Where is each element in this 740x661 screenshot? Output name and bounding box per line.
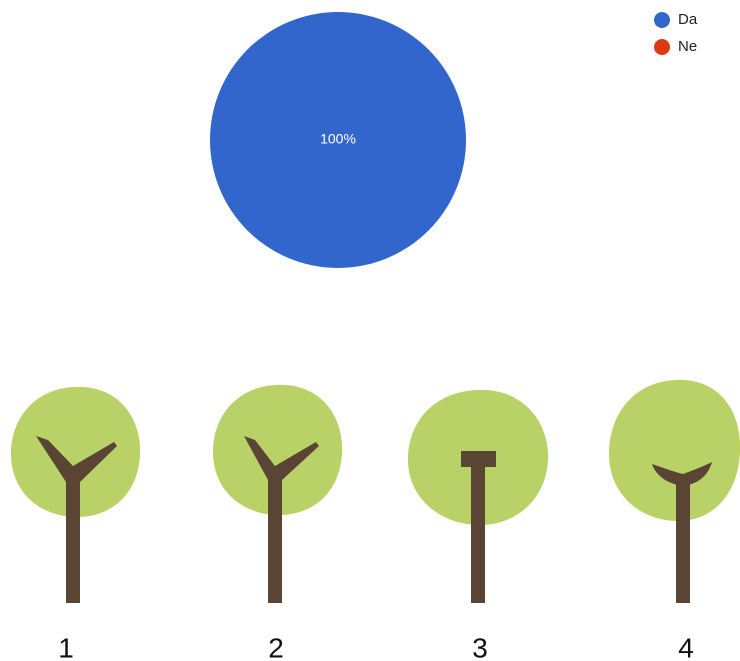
tree-trunk	[471, 462, 485, 603]
slice-label: 100%	[320, 131, 356, 147]
tree-cup	[652, 462, 712, 486]
figure-label: 4	[678, 632, 694, 661]
figure-label: 1	[58, 632, 74, 661]
tree-canopy	[608, 379, 740, 522]
tree-trunk	[66, 470, 80, 603]
tree-branch	[36, 436, 117, 482]
tree-figures	[10, 379, 740, 603]
figure-label: 2	[268, 632, 284, 661]
tree-branch	[244, 436, 319, 480]
legend-label: Ne	[678, 38, 697, 55]
figure-labels: 1 2 3 4	[58, 632, 694, 661]
tree-canopy	[212, 384, 343, 516]
pie-slice	[210, 12, 466, 268]
tree-trunk	[268, 468, 282, 603]
figure-label: 3	[472, 632, 488, 661]
tree-cap	[461, 451, 496, 467]
legend-label: Da	[678, 11, 698, 28]
tree-canopy	[10, 386, 141, 518]
legend-swatch	[654, 39, 670, 55]
tree-trunk	[676, 478, 690, 603]
legend-swatch	[654, 12, 670, 28]
